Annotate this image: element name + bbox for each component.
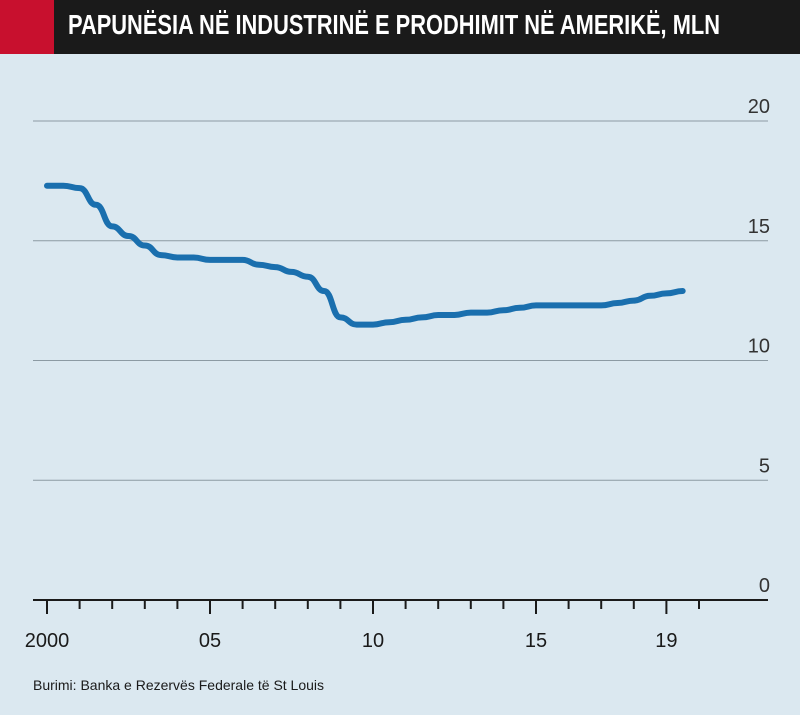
title-strip (54, 0, 800, 54)
x-tick-label: 10 (362, 630, 384, 652)
y-tick-label: 5 (759, 455, 770, 477)
series-line (44, 182, 686, 328)
x-tick-label: 19 (655, 630, 677, 652)
x-tick-label: 2000 (25, 630, 70, 652)
y-tick-label: 15 (748, 216, 770, 238)
header-bar: PAPUNËSIA NË INDUSTRINË E PRODHIMIT NË A… (0, 0, 800, 54)
y-tick-label: 0 (759, 575, 770, 597)
x-tick-label: 15 (525, 630, 547, 652)
y-tick-label: 10 (748, 336, 770, 358)
chart-title: PAPUNËSIA NË INDUSTRINË E PRODHIMIT NË A… (68, 9, 721, 40)
y-tick-label: 20 (748, 96, 770, 118)
x-tick-label: 05 (199, 630, 221, 652)
brand-accent-block (0, 0, 54, 54)
source-note: Burimi: Banka e Rezervës Federale të St … (33, 677, 325, 693)
